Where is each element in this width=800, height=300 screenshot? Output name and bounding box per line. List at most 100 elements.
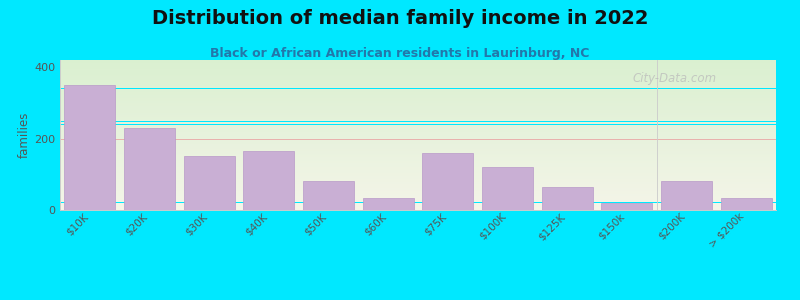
Bar [60, 150, 776, 151]
Bar [60, 90, 776, 91]
Bar [60, 196, 776, 197]
Bar [60, 141, 776, 142]
Bar [60, 197, 776, 198]
Bar [60, 204, 776, 205]
Bar [60, 116, 776, 117]
Bar [60, 190, 776, 191]
Bar [60, 169, 776, 170]
Bar [60, 108, 776, 109]
Bar [60, 207, 776, 208]
Bar [243, 151, 294, 210]
Bar [60, 114, 776, 115]
Bar [60, 160, 776, 161]
Bar [60, 146, 776, 147]
Bar [60, 99, 776, 100]
Bar [60, 131, 776, 132]
Bar [60, 62, 776, 63]
Bar [60, 109, 776, 110]
Bar [60, 95, 776, 96]
Bar [60, 179, 776, 180]
Bar [60, 139, 776, 140]
Bar [60, 202, 776, 203]
Bar [60, 82, 776, 83]
Text: City-Data.com: City-Data.com [633, 72, 717, 85]
Bar [60, 169, 776, 170]
Bar [60, 78, 776, 79]
Bar [60, 74, 776, 75]
Bar [60, 173, 776, 174]
Bar [60, 132, 776, 133]
Bar [60, 200, 776, 201]
Bar [542, 187, 593, 210]
Bar [60, 119, 776, 120]
Bar [60, 174, 776, 175]
Bar [60, 198, 776, 199]
Bar [60, 123, 776, 124]
Bar [60, 145, 776, 146]
Bar [602, 203, 652, 210]
Bar [60, 149, 776, 150]
Bar [60, 155, 776, 156]
Bar [60, 185, 776, 186]
Bar [60, 92, 776, 93]
Bar [60, 209, 776, 210]
Bar [60, 100, 776, 101]
Bar [60, 86, 776, 87]
Bar [60, 104, 776, 105]
Bar [60, 101, 776, 102]
Bar [60, 71, 776, 72]
Bar [60, 125, 776, 126]
Bar [303, 182, 354, 210]
Bar [60, 126, 776, 127]
Bar [60, 102, 776, 103]
Bar [60, 183, 776, 184]
Bar [60, 91, 776, 92]
Text: Black or African American residents in Laurinburg, NC: Black or African American residents in L… [210, 46, 590, 59]
Bar [60, 118, 776, 119]
Bar [60, 81, 776, 82]
Bar [721, 197, 771, 210]
Bar [60, 147, 776, 148]
Bar [60, 166, 776, 167]
Bar [60, 96, 776, 97]
Bar [60, 162, 776, 163]
Bar [60, 97, 776, 98]
Bar [60, 144, 776, 145]
Bar [60, 85, 776, 86]
Bar [65, 85, 115, 210]
Bar [60, 106, 776, 107]
Bar [60, 79, 776, 80]
Bar [363, 197, 414, 210]
Bar [60, 202, 776, 203]
Bar [60, 118, 776, 119]
Bar [60, 67, 776, 68]
Bar [60, 89, 776, 90]
Bar [60, 127, 776, 128]
Bar [60, 122, 776, 123]
Y-axis label: families: families [18, 112, 31, 158]
Bar [60, 85, 776, 86]
Bar [60, 199, 776, 200]
Bar [60, 157, 776, 158]
Bar [60, 163, 776, 164]
Bar [60, 193, 776, 194]
Bar [184, 156, 234, 210]
Bar [60, 164, 776, 165]
Text: Distribution of median family income in 2022: Distribution of median family income in … [152, 9, 648, 28]
Bar [60, 172, 776, 173]
Bar [60, 136, 776, 137]
Bar [60, 152, 776, 153]
Bar [60, 167, 776, 168]
Bar [60, 186, 776, 187]
Bar [60, 137, 776, 138]
Bar [60, 100, 776, 101]
Bar [60, 192, 776, 193]
Bar [60, 171, 776, 172]
Bar [60, 168, 776, 169]
Bar [60, 156, 776, 157]
Bar [60, 112, 776, 113]
Bar [60, 83, 776, 84]
Bar [60, 98, 776, 99]
Bar [60, 103, 776, 104]
Bar [60, 153, 776, 154]
